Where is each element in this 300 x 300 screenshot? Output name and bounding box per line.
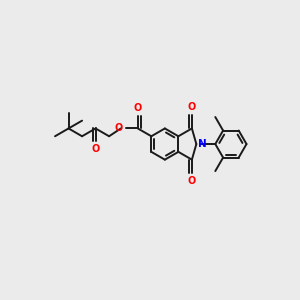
Text: O: O [188,176,196,186]
Text: N: N [198,139,207,149]
Text: O: O [188,102,196,112]
Text: O: O [92,144,100,154]
Text: O: O [134,103,142,113]
Text: O: O [115,124,123,134]
